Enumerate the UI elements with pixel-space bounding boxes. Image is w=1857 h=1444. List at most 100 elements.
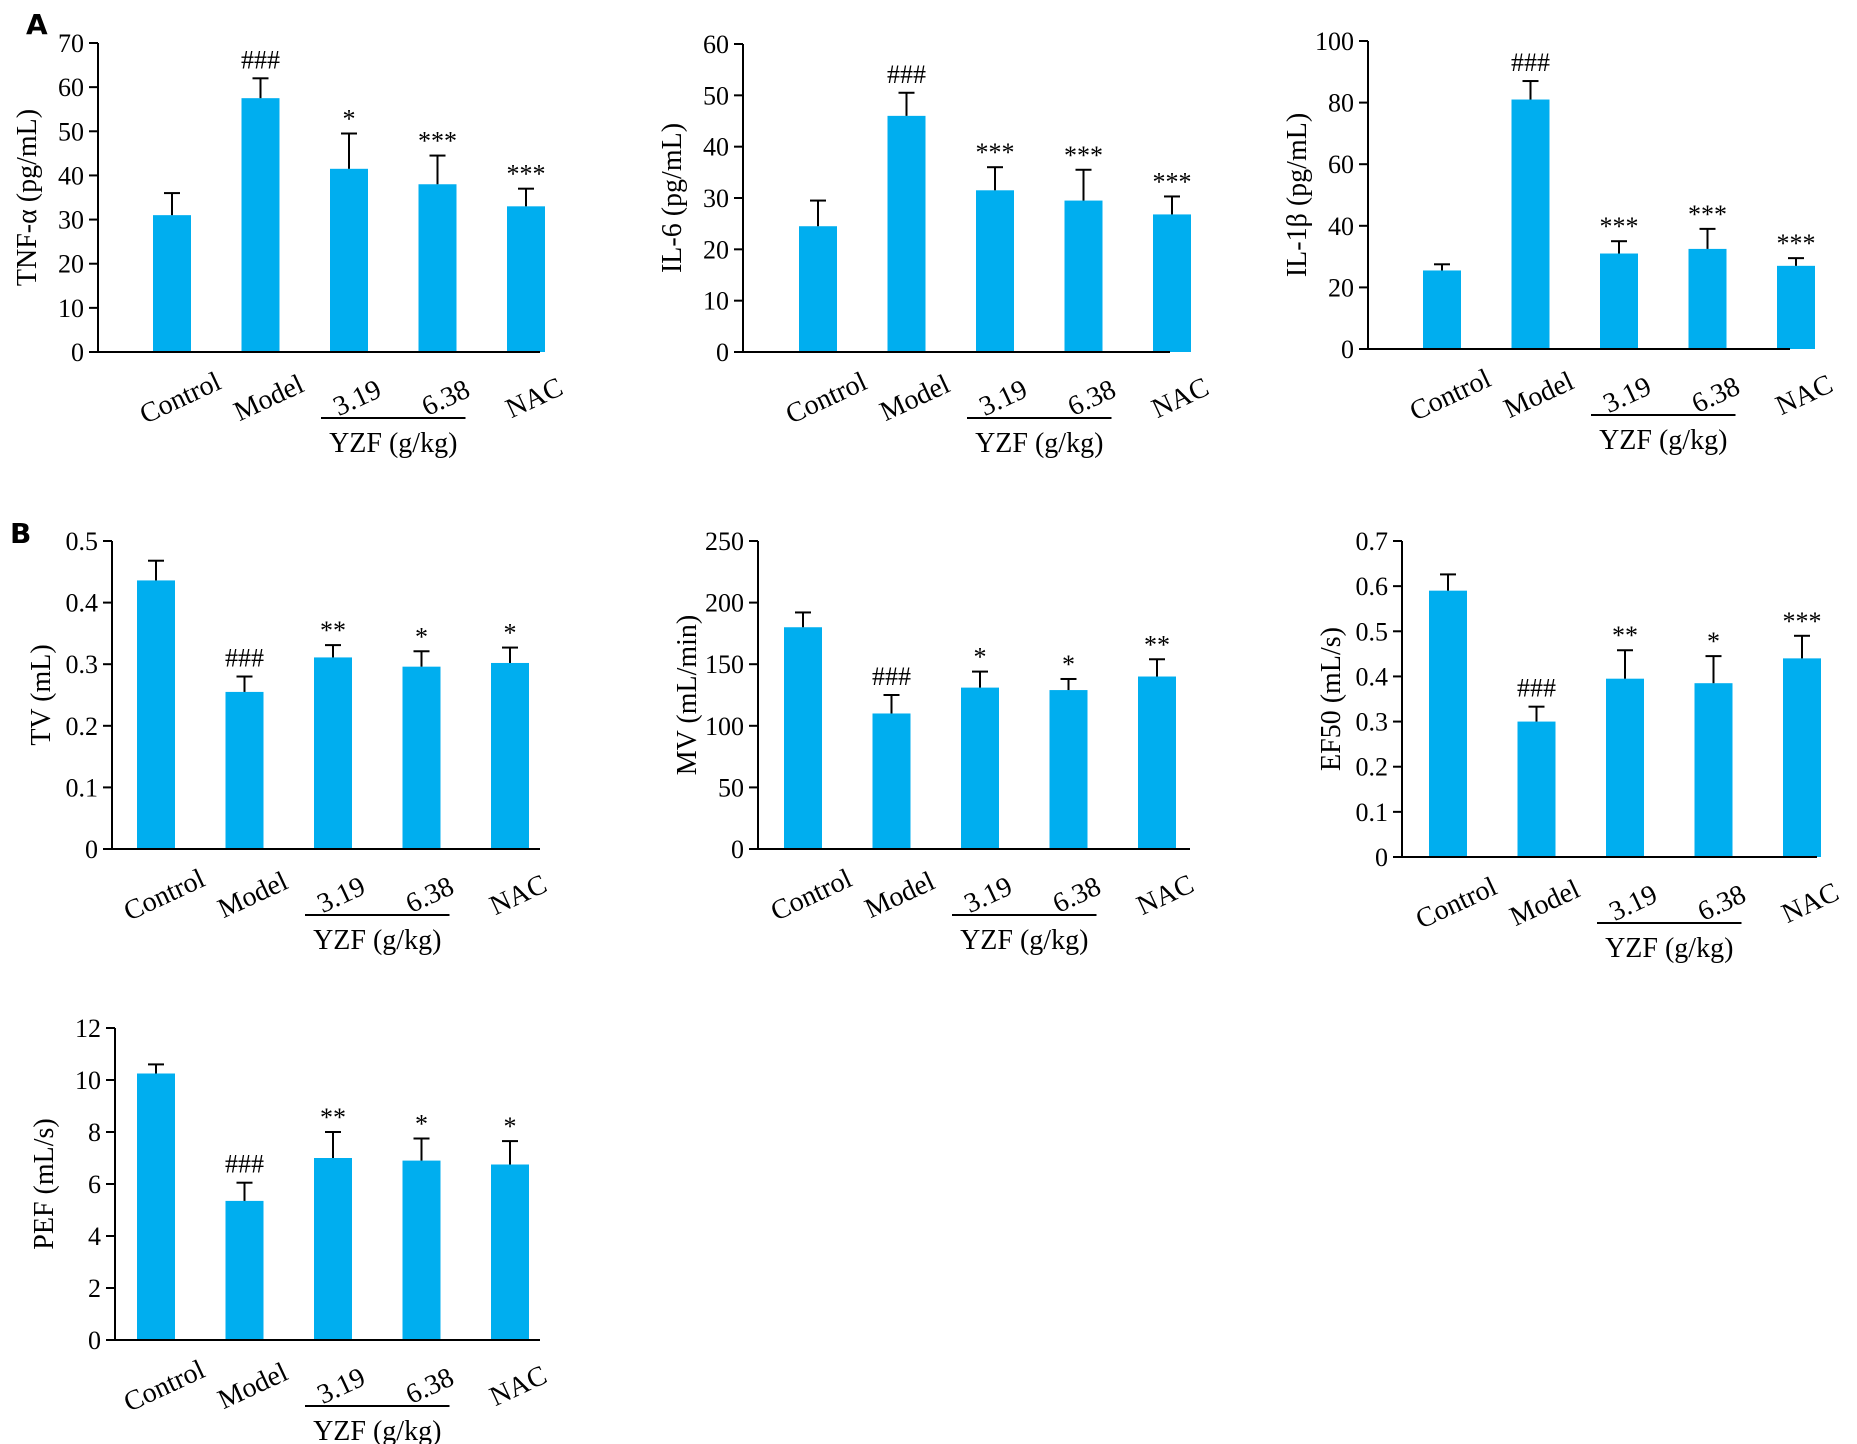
y-tick-label: 50: [718, 773, 744, 802]
x-category-label: Model: [229, 369, 309, 428]
bar-1: [1429, 590, 1467, 857]
bar-3: [961, 687, 999, 849]
bar-3: [1606, 678, 1644, 857]
bar-4: [1688, 248, 1727, 349]
group-label: YZF (g/kg): [975, 428, 1103, 459]
x-category-label: 3.19: [1605, 879, 1663, 928]
bar-5: [507, 206, 545, 352]
group-label: YZF (g/kg): [1599, 425, 1727, 456]
y-tick-label: 0: [1341, 335, 1354, 364]
x-category-label: 6.38: [417, 374, 475, 423]
bar-5: [491, 662, 529, 849]
significance-label-5: *: [504, 1112, 517, 1141]
significance-label-5: ***: [507, 160, 546, 189]
x-category-label: 3.19: [313, 871, 371, 920]
significance-label-4: *: [415, 1110, 428, 1139]
y-tick-label: 20: [1328, 273, 1354, 302]
y-tick-label: 0.4: [66, 589, 99, 618]
x-category-label: 6.38: [1063, 374, 1121, 423]
bar-1: [137, 580, 175, 849]
significance-label-4: *: [1062, 650, 1075, 679]
x-category-label: Model: [213, 866, 293, 925]
bar-3: [314, 657, 352, 849]
x-category-label: 6.38: [1687, 371, 1745, 420]
y-tick-label: 70: [58, 29, 84, 58]
y-tick-label: 20: [703, 235, 729, 264]
panel-label-a: A: [26, 8, 48, 41]
y-tick-label: 0.4: [1356, 662, 1389, 691]
bar-4: [402, 666, 441, 849]
y-tick-label: 0.3: [1356, 708, 1389, 737]
significance-label-5: ***: [1153, 167, 1192, 196]
significance-label-3: ***: [976, 138, 1015, 167]
x-category-label: NAC: [485, 869, 552, 922]
y-axis-title: PEF (mL/s): [29, 1118, 60, 1249]
x-category-label: Control: [766, 863, 857, 927]
bar-5: [1153, 214, 1191, 352]
bar-3: [330, 168, 368, 352]
x-category-label: Control: [1411, 871, 1502, 935]
bar-chart-4: ###** * *00.10.20.30.40.5TV (mL)Control Mod…: [26, 527, 552, 956]
y-tick-label: 100: [705, 712, 744, 741]
y-tick-label: 6: [88, 1170, 101, 1199]
y-tick-label: 0.5: [1356, 617, 1389, 646]
x-category-label: Model: [875, 369, 955, 428]
y-axis-title: IL-1β (pg/mL): [1282, 113, 1313, 277]
x-category-label: Model: [1505, 874, 1585, 933]
bar-5: [1777, 265, 1815, 349]
y-tick-label: 0.6: [1356, 572, 1389, 601]
x-category-label: NAC: [1777, 877, 1844, 930]
y-tick-label: 150: [705, 650, 744, 679]
y-tick-label: 40: [703, 133, 729, 162]
y-tick-label: 10: [703, 287, 729, 316]
bar-1: [784, 627, 822, 849]
significance-label-2: ###: [225, 1150, 264, 1179]
bar-4: [1064, 200, 1103, 352]
bar-3: [976, 190, 1014, 352]
x-category-label: NAC: [1771, 369, 1838, 422]
significance-label-3: **: [320, 616, 346, 645]
y-tick-label: 60: [703, 30, 729, 59]
bar-5: [1783, 658, 1821, 857]
significance-label-5: ***: [1777, 229, 1816, 258]
y-tick-label: 0.5: [66, 527, 99, 556]
significance-label-4: ***: [418, 127, 457, 156]
y-axis-title: IL-6 (pg/mL): [657, 123, 688, 273]
x-category-label: NAC: [1147, 372, 1214, 425]
significance-label-2: ###: [225, 644, 264, 673]
y-tick-label: 0: [71, 338, 84, 367]
bar-3: [314, 1158, 352, 1340]
x-category-label: 6.38: [1048, 871, 1106, 920]
bar-1: [1423, 270, 1461, 349]
y-tick-label: 40: [1328, 212, 1354, 241]
bar-2: [225, 1200, 264, 1340]
significance-label-2: ###: [241, 45, 280, 74]
bar-4: [402, 1160, 441, 1340]
significance-label-4: *: [1707, 627, 1720, 656]
x-category-label: 6.38: [1693, 879, 1751, 928]
y-axis-title: TNF-α (pg/mL): [12, 109, 43, 286]
y-tick-label: 8: [88, 1118, 101, 1147]
bar-5: [1138, 676, 1176, 849]
y-tick-label: 40: [58, 161, 84, 190]
y-tick-label: 250: [705, 527, 744, 556]
significance-label-5: **: [1144, 630, 1170, 659]
y-tick-label: 0.2: [1356, 753, 1389, 782]
bar-2: [887, 115, 926, 352]
bar-2: [1511, 99, 1550, 350]
y-tick-label: 200: [705, 589, 744, 618]
y-tick-label: 60: [58, 73, 84, 102]
y-tick-label: 100: [1315, 27, 1354, 56]
bar-2: [1517, 721, 1556, 857]
bar-3: [1600, 253, 1638, 349]
y-tick-label: 50: [703, 81, 729, 110]
bar-4: [1694, 683, 1733, 857]
significance-label-2: ###: [887, 60, 926, 89]
significance-label-3: **: [1612, 621, 1638, 650]
y-axis-title: EF50 (mL/s): [1316, 627, 1347, 771]
y-axis-title: MV (mL/min): [672, 615, 703, 775]
y-tick-label: 0.3: [66, 650, 99, 679]
significance-label-5: *: [504, 619, 517, 648]
